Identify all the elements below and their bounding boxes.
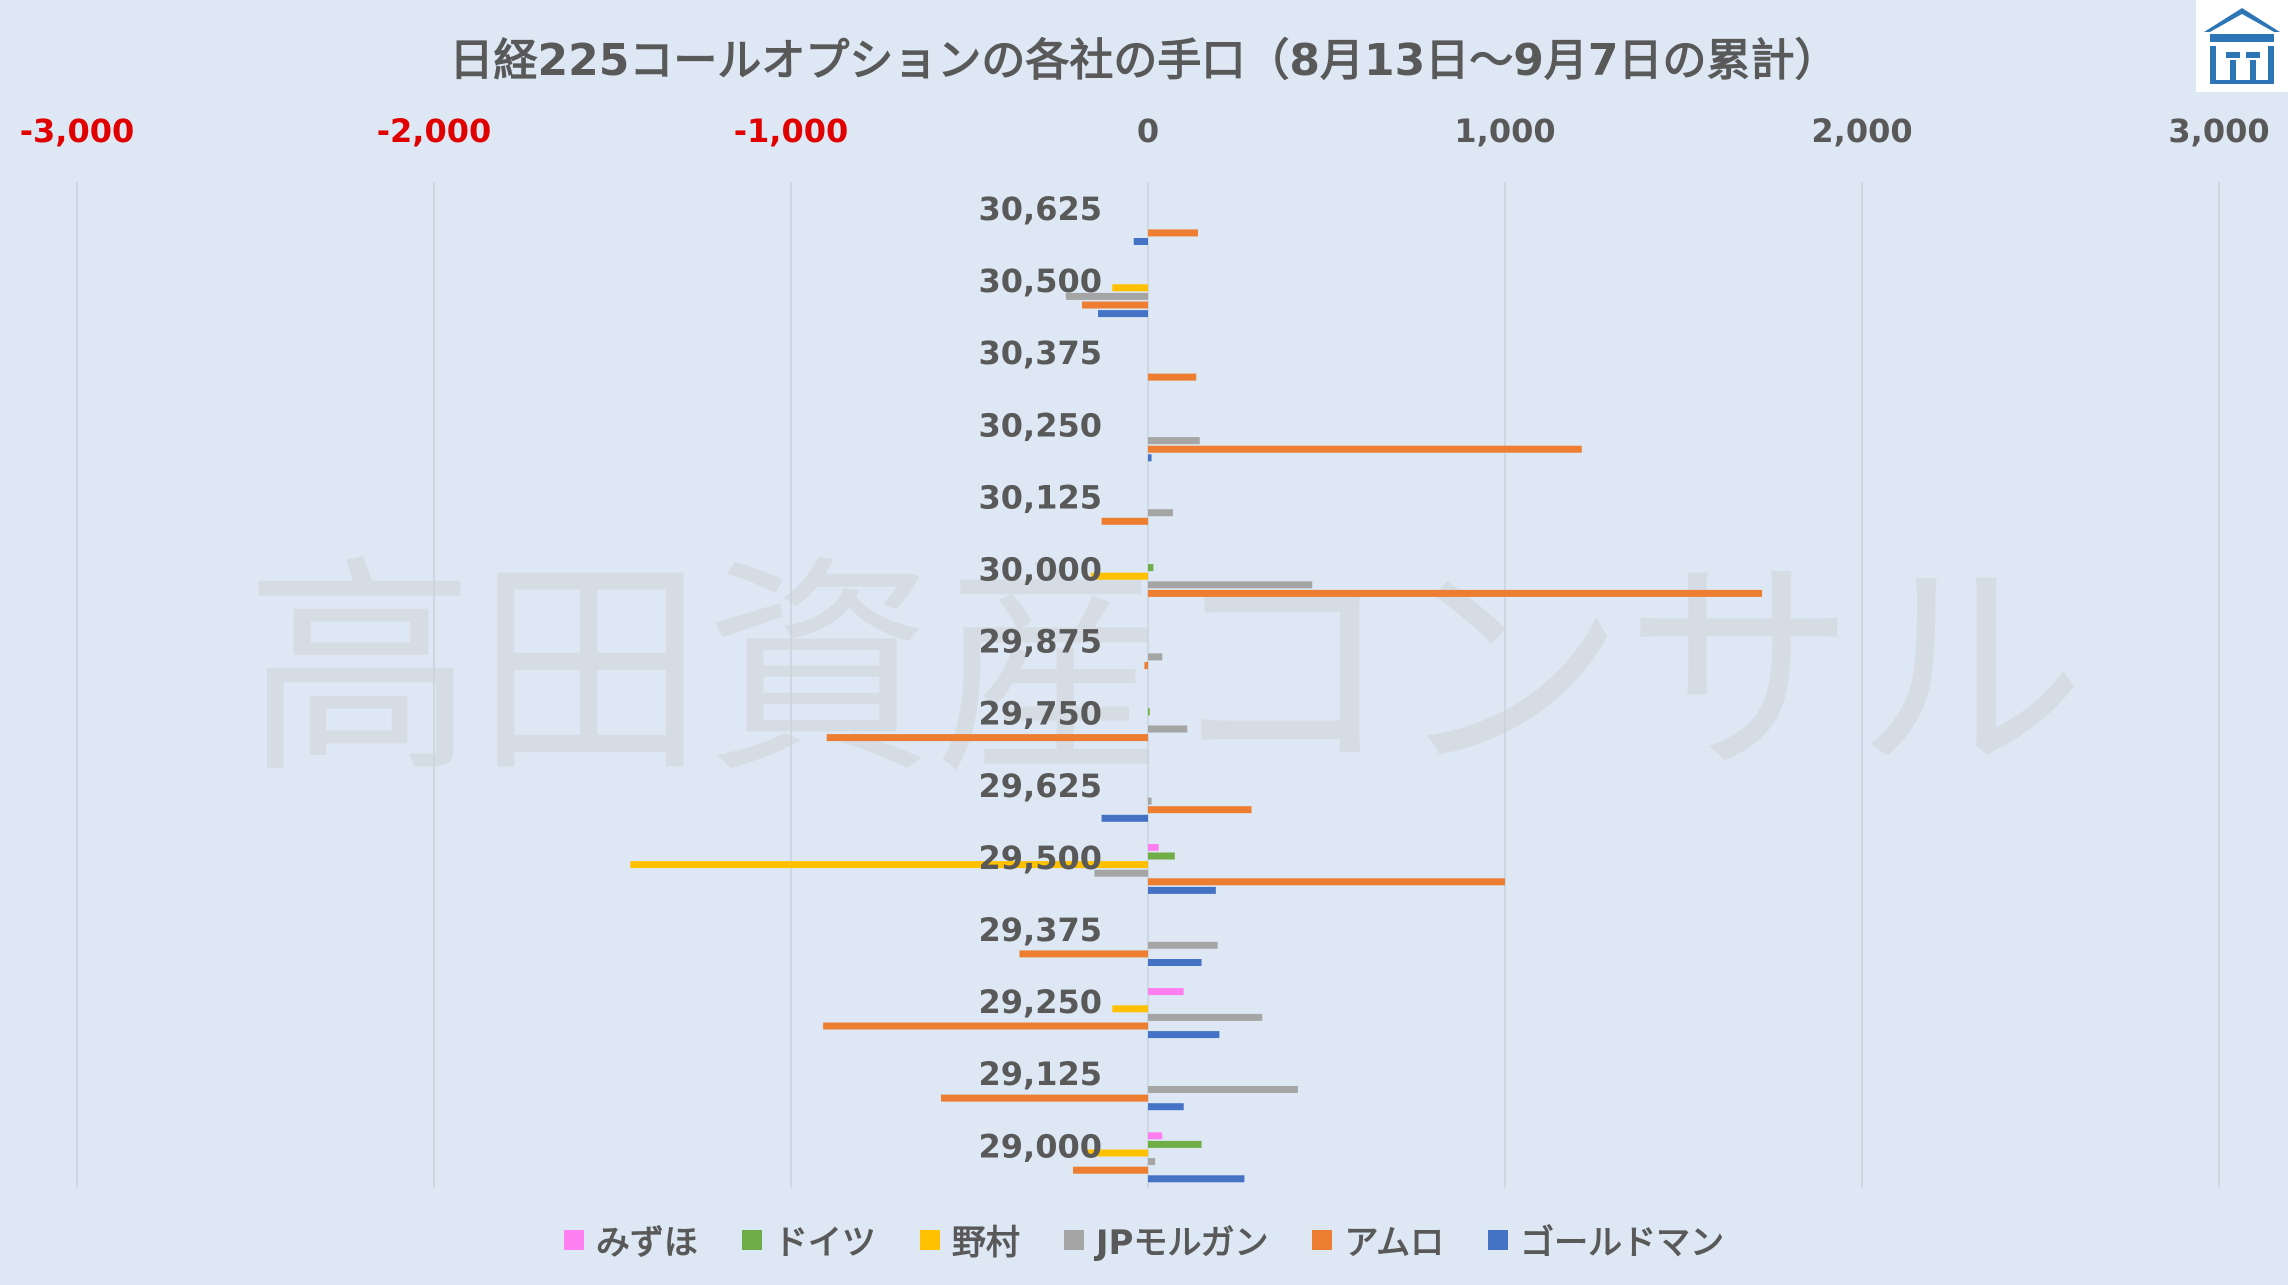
bar xyxy=(1087,1149,1148,1157)
bar xyxy=(1148,454,1152,462)
bar xyxy=(1065,292,1148,300)
legend-label: JPモルガン xyxy=(1095,1223,1269,1263)
category-label: 29,000 xyxy=(979,1127,1102,1165)
bar xyxy=(1019,950,1148,958)
bar xyxy=(1148,229,1198,237)
bar xyxy=(1148,1158,1156,1166)
legend-item: みずほ xyxy=(563,1215,698,1264)
x-tick-label: -1,000 xyxy=(734,112,849,150)
bar xyxy=(1148,843,1159,851)
bar xyxy=(1144,662,1148,669)
bar xyxy=(1148,1175,1245,1183)
x-tick-label: 1,000 xyxy=(1454,112,1555,150)
legend-label: 野村 xyxy=(951,1223,1020,1263)
bar xyxy=(630,861,1148,869)
bar xyxy=(826,734,1148,742)
bar xyxy=(1148,886,1216,894)
bar xyxy=(1148,941,1218,949)
bar xyxy=(1148,437,1200,445)
bar xyxy=(1148,1132,1163,1140)
bar xyxy=(1094,869,1148,877)
bar xyxy=(1148,797,1152,805)
category-label: 29,625 xyxy=(979,767,1102,805)
bar xyxy=(1112,284,1148,292)
bar xyxy=(1148,708,1150,716)
bar xyxy=(1148,878,1505,886)
chart-title: 日経225コールオプションの各社の手口（8月13日〜9月7日の累計） xyxy=(449,35,1839,86)
category-labels: 30,625 30,500 30,375 30,250 30,125 30,000 29,8… xyxy=(979,190,1102,1165)
bar xyxy=(1081,301,1148,309)
bar xyxy=(823,1022,1148,1030)
bar xyxy=(1148,564,1154,572)
bar xyxy=(1148,959,1202,966)
bar xyxy=(1112,1005,1148,1013)
legend-item: ドイツ xyxy=(741,1215,876,1264)
bar xyxy=(1148,988,1184,996)
bar-chart: 高田資産コンサル -3,000 -2,000 -1,000 0 1,000 2,000 3,… xyxy=(20,112,2270,1188)
bar xyxy=(1148,445,1582,453)
legend-swatch xyxy=(919,1229,940,1250)
bar xyxy=(1148,1031,1220,1039)
bar xyxy=(940,1094,1148,1102)
legend-item: アムロ xyxy=(1312,1215,1444,1264)
bar xyxy=(1148,653,1163,661)
category-label: 30,500 xyxy=(979,262,1102,300)
x-tick-label: 2,000 xyxy=(1811,112,1912,150)
bar xyxy=(1098,310,1148,318)
category-label: 30,375 xyxy=(979,334,1102,372)
bar xyxy=(1148,725,1188,733)
bars xyxy=(630,229,1763,1183)
bar xyxy=(1133,238,1148,245)
bar xyxy=(1148,373,1197,381)
legend-label: ゴールドマン xyxy=(1520,1223,1725,1263)
legend-swatch xyxy=(563,1229,584,1250)
company-logo xyxy=(2196,0,2288,92)
category-label: 29,875 xyxy=(979,623,1102,661)
legend-item: ゴールドマン xyxy=(1488,1215,1724,1264)
category-label: 29,500 xyxy=(979,839,1102,877)
legend-item: JPモルガン xyxy=(1063,1215,1269,1264)
x-axis-ticks: -3,000 -2,000 -1,000 0 1,000 2,000 3,000 xyxy=(20,112,2270,150)
legend: みずほ ドイツ 野村 JPモルガン アムロ ゴールドマン xyxy=(0,1215,2288,1264)
legend-swatch xyxy=(1488,1229,1509,1250)
category-label: 30,250 xyxy=(979,406,1102,444)
category-label: 29,125 xyxy=(979,1055,1102,1093)
house-logo-icon xyxy=(2204,8,2280,84)
bar xyxy=(1101,814,1148,822)
x-tick-label: 3,000 xyxy=(2168,112,2269,150)
bar xyxy=(1090,572,1148,580)
category-label: 29,250 xyxy=(979,983,1102,1021)
x-tick-label: 0 xyxy=(1137,112,1159,150)
legend-label: ドイツ xyxy=(773,1223,876,1263)
bar xyxy=(1148,589,1763,597)
bar xyxy=(1148,852,1175,860)
legend-item: 野村 xyxy=(919,1215,1020,1264)
bar xyxy=(1148,1103,1184,1111)
category-label: 30,625 xyxy=(979,190,1102,228)
legend-swatch xyxy=(741,1229,762,1250)
legend-label: アムロ xyxy=(1344,1223,1445,1263)
x-tick-label: -3,000 xyxy=(20,112,135,150)
watermark-text: 高田資産コンサル xyxy=(245,538,2085,805)
x-tick-label: -2,000 xyxy=(377,112,492,150)
legend-label: みずほ xyxy=(595,1223,698,1263)
legend-swatch xyxy=(1063,1229,1084,1250)
bar xyxy=(1148,581,1313,589)
bar xyxy=(1148,806,1252,814)
category-label: 30,125 xyxy=(979,478,1102,516)
bar xyxy=(1073,1166,1148,1174)
category-label: 30,000 xyxy=(979,551,1102,589)
bar xyxy=(1148,1140,1202,1148)
bar xyxy=(1148,1013,1263,1021)
bar xyxy=(1148,1086,1298,1093)
category-label: 29,375 xyxy=(979,911,1102,949)
legend-swatch xyxy=(1312,1229,1333,1250)
category-label: 29,750 xyxy=(979,695,1102,733)
bar xyxy=(1148,509,1173,517)
bar xyxy=(1101,517,1148,525)
